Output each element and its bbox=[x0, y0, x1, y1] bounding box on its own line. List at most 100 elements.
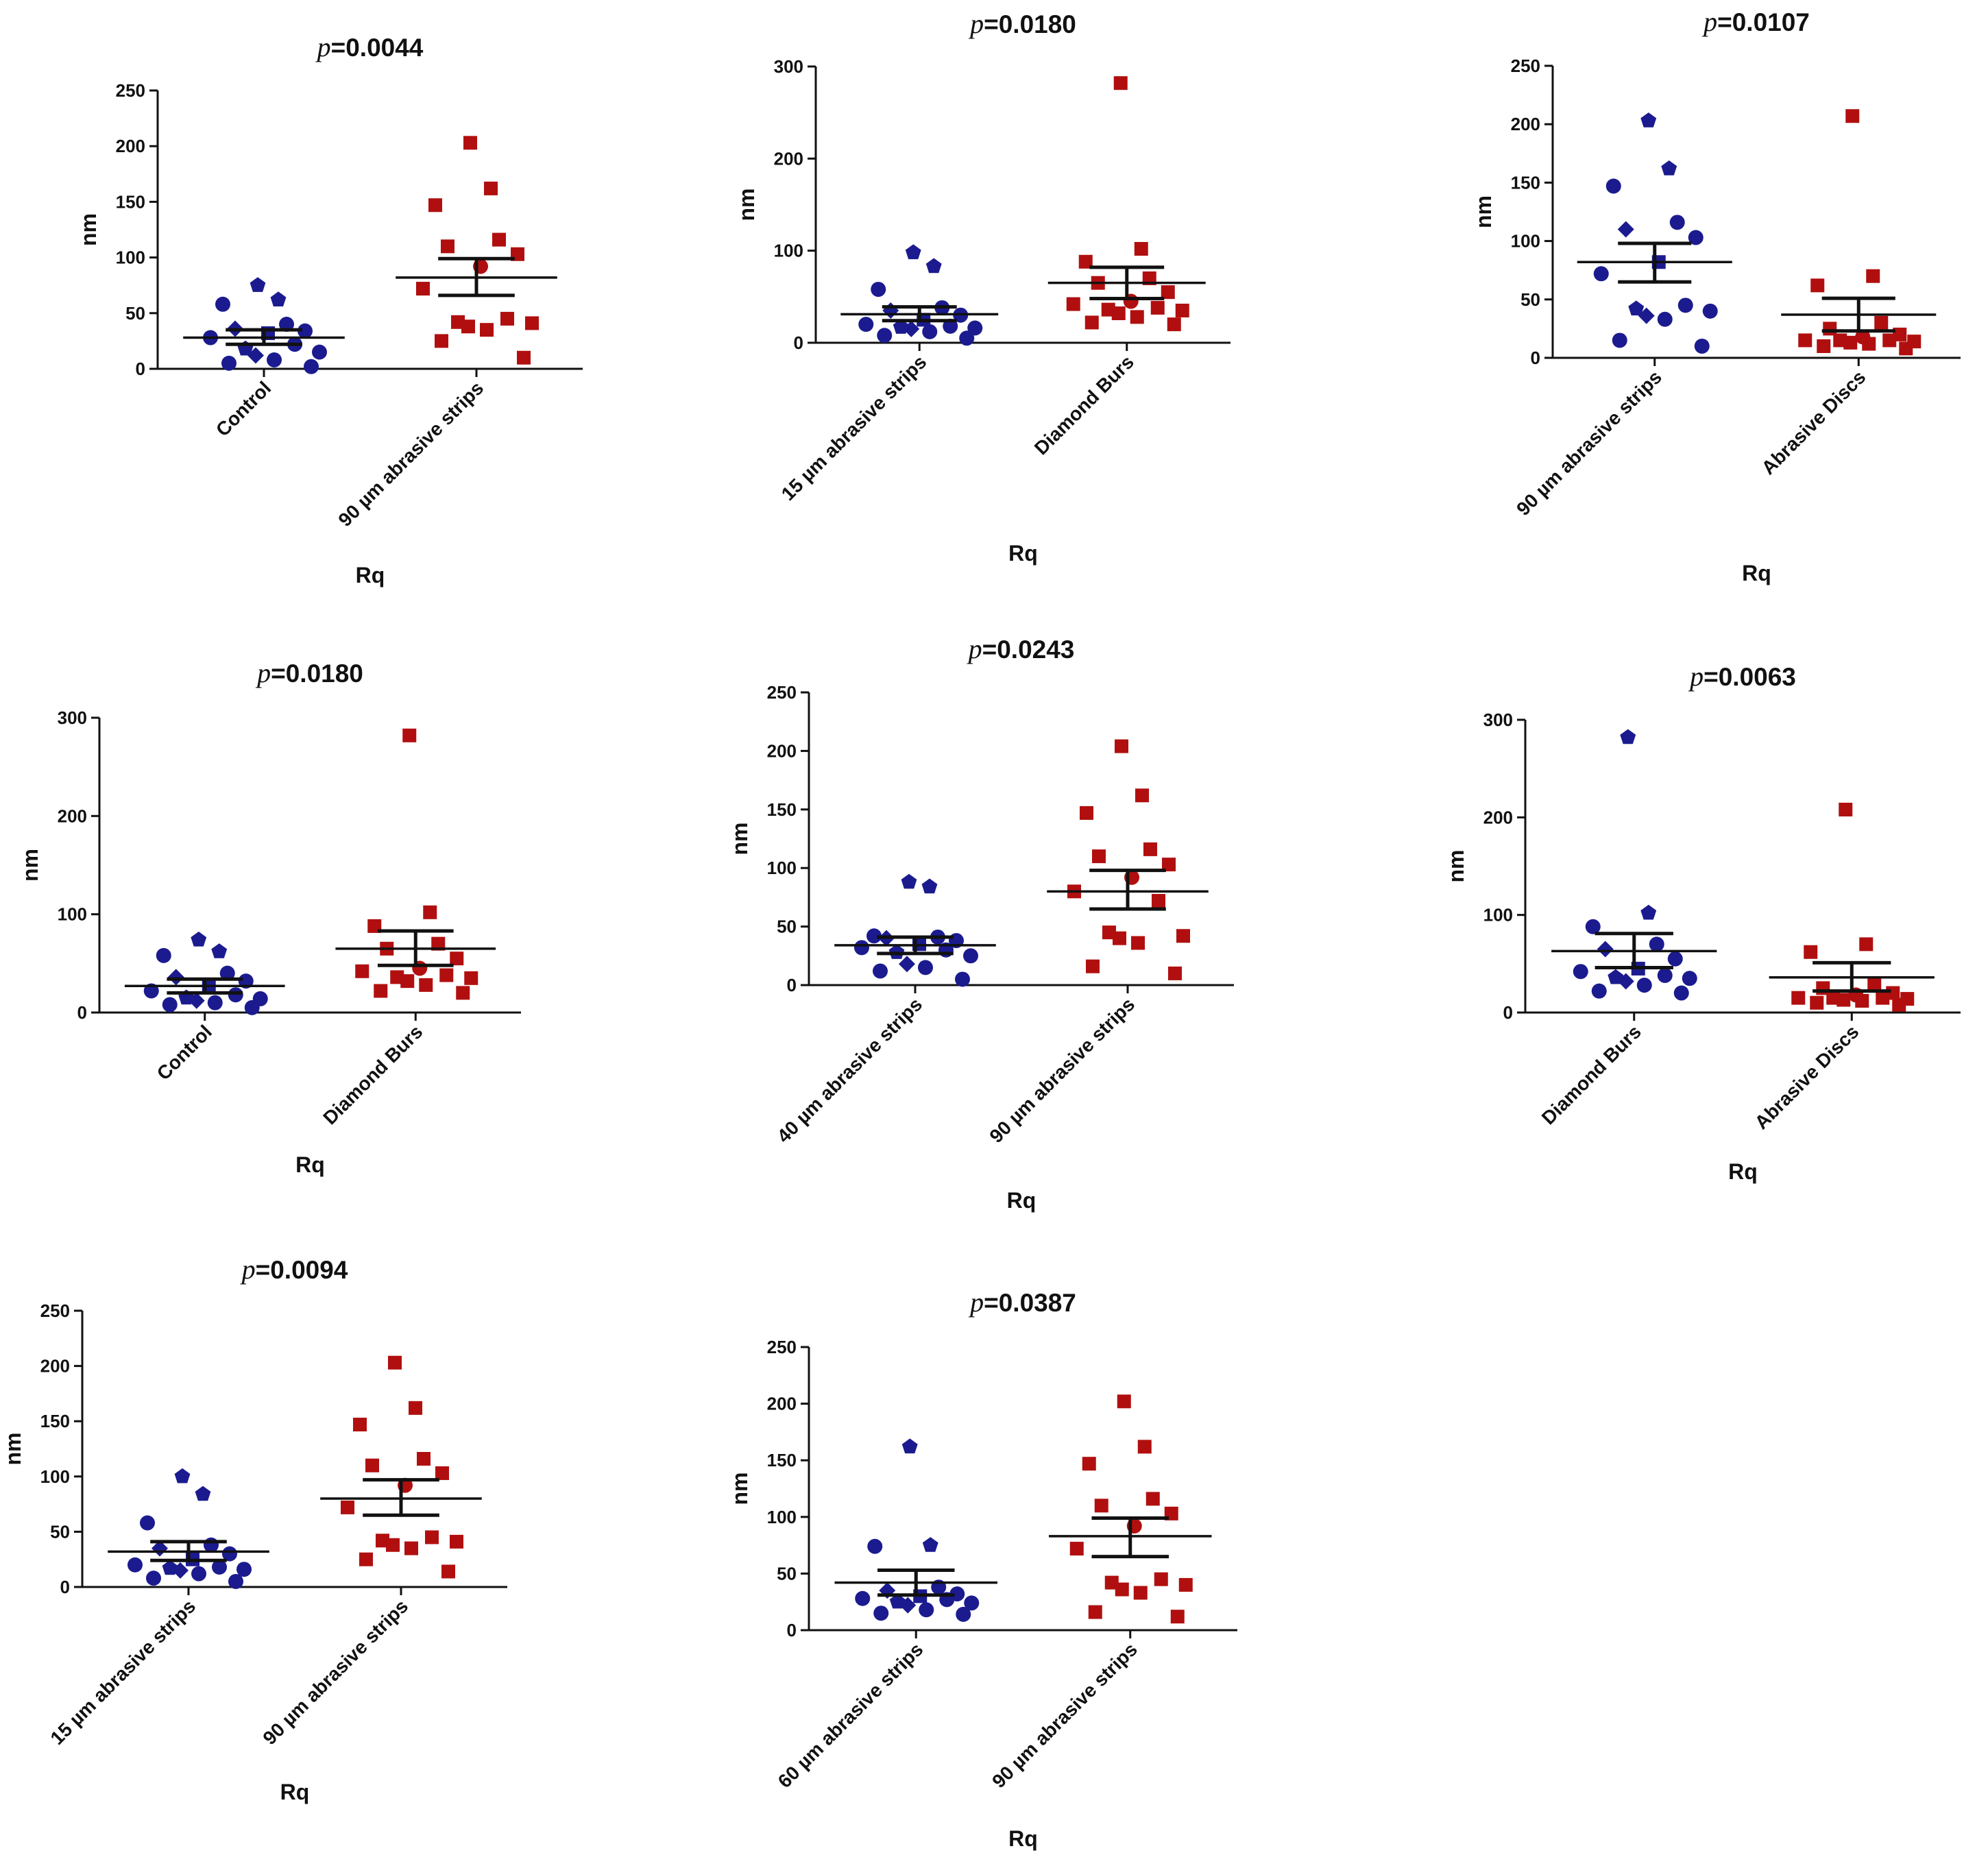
x-axis-title: Rq bbox=[295, 1152, 325, 1177]
data-point bbox=[1161, 285, 1175, 300]
data-point bbox=[1638, 307, 1655, 324]
data-point bbox=[441, 1564, 455, 1579]
data-point bbox=[439, 968, 454, 982]
data-point bbox=[1810, 995, 1824, 1010]
y-tick-label: 250 bbox=[40, 1300, 70, 1321]
data-point bbox=[215, 296, 230, 312]
x-axis-title: Rq bbox=[1007, 1188, 1037, 1213]
y-tick-label: 200 bbox=[774, 148, 803, 169]
data-point bbox=[167, 969, 184, 986]
chart-title: p=0.0107 bbox=[1701, 6, 1810, 37]
chart-title-p: p bbox=[968, 1287, 984, 1318]
data-point bbox=[925, 258, 942, 274]
data-point bbox=[128, 1557, 143, 1573]
data-point bbox=[1899, 341, 1913, 356]
y-tick-label: 0 bbox=[787, 975, 797, 995]
data-point bbox=[905, 244, 921, 260]
data-point bbox=[1673, 985, 1689, 1001]
y-tick-label: 150 bbox=[767, 799, 797, 820]
category-label: Abrasive Discs bbox=[1751, 1021, 1863, 1133]
data-point bbox=[1837, 993, 1851, 1007]
data-point bbox=[1791, 991, 1806, 1005]
data-point bbox=[1131, 936, 1145, 950]
y-tick-label: 100 bbox=[58, 904, 87, 925]
y-tick-label: 250 bbox=[1511, 56, 1540, 76]
data-point bbox=[464, 971, 478, 985]
data-point bbox=[463, 136, 477, 150]
chart-panel-2: p=0.0180 0 100 200 300 nm 15 µm abrasive strip… bbox=[734, 8, 1231, 566]
y-tick-label: 0 bbox=[787, 1620, 797, 1640]
data-point bbox=[1111, 306, 1126, 321]
data-point bbox=[450, 952, 464, 966]
data-point bbox=[1113, 76, 1128, 90]
chart-panel-6: p=0.0063 0 100 200 300 nm Diamond Burs Abrasive… bbox=[1444, 661, 1961, 1184]
data-point bbox=[1694, 338, 1710, 354]
x-axis-title: Rq bbox=[1008, 1826, 1038, 1851]
category-label: 90 µm abrasive strips bbox=[986, 993, 1139, 1147]
y-tick-label: 200 bbox=[767, 740, 797, 761]
data-point bbox=[1152, 894, 1165, 908]
data-point bbox=[400, 974, 415, 989]
data-point bbox=[1591, 983, 1607, 999]
chart-title-value: =0.0387 bbox=[984, 1289, 1076, 1317]
data-point bbox=[312, 344, 327, 360]
y-tick-label: 250 bbox=[767, 682, 797, 703]
data-point bbox=[1094, 1499, 1108, 1513]
data-point bbox=[1661, 160, 1677, 175]
data-point bbox=[425, 1530, 439, 1544]
category-label: Control bbox=[153, 1021, 216, 1084]
y-axis-title: nm bbox=[18, 849, 43, 882]
x-axis-title: Rq bbox=[356, 563, 385, 587]
data-point bbox=[228, 987, 243, 1003]
data-point bbox=[441, 239, 454, 254]
category-label: 90 µm abrasive strips bbox=[335, 377, 488, 531]
y-tick-label: 100 bbox=[767, 1507, 797, 1527]
data-point bbox=[211, 943, 228, 958]
category-label: Abrasive Discs bbox=[1758, 366, 1870, 478]
data-point bbox=[228, 1573, 243, 1589]
chart-title: p=0.0180 bbox=[968, 8, 1076, 39]
data-point bbox=[1585, 919, 1601, 934]
category-label: 90 µm abrasive strips bbox=[259, 1595, 413, 1749]
data-point bbox=[416, 282, 430, 296]
data-point bbox=[174, 1468, 191, 1483]
data-point bbox=[1667, 951, 1683, 967]
data-point bbox=[1117, 1394, 1131, 1409]
y-tick-label: 200 bbox=[40, 1356, 70, 1377]
data-point bbox=[204, 1537, 219, 1553]
y-tick-label: 100 bbox=[767, 858, 797, 878]
chart-title-p: p bbox=[1701, 6, 1717, 37]
y-axis-title: nm bbox=[734, 189, 759, 221]
data-point bbox=[882, 302, 899, 319]
data-point bbox=[195, 1486, 211, 1501]
data-point bbox=[279, 317, 294, 332]
y-tick-label: 100 bbox=[116, 247, 145, 268]
y-tick-label: 50 bbox=[777, 1563, 797, 1584]
chart-title-p: p bbox=[968, 8, 984, 39]
data-point bbox=[409, 1401, 422, 1415]
y-tick-label: 200 bbox=[767, 1394, 797, 1414]
data-point bbox=[480, 323, 494, 337]
chart-title: p=0.0387 bbox=[968, 1287, 1076, 1318]
data-point bbox=[1168, 966, 1182, 980]
data-point bbox=[1843, 335, 1858, 350]
data-point bbox=[353, 1418, 367, 1432]
chart-title-p: p bbox=[255, 657, 271, 688]
data-point bbox=[1066, 297, 1080, 311]
chart-title: p=0.0094 bbox=[240, 1254, 348, 1285]
y-axis-title: nm bbox=[1444, 850, 1468, 883]
y-tick-label: 150 bbox=[40, 1411, 70, 1431]
data-point bbox=[854, 940, 869, 956]
data-point bbox=[1130, 310, 1144, 324]
chart-title-p: p bbox=[315, 32, 331, 62]
data-point bbox=[1640, 112, 1657, 128]
y-tick-label: 100 bbox=[40, 1466, 70, 1487]
data-point bbox=[922, 324, 938, 339]
data-point bbox=[146, 1571, 161, 1586]
data-point bbox=[1617, 221, 1634, 238]
data-point bbox=[1133, 1586, 1148, 1600]
data-point bbox=[212, 1559, 227, 1575]
data-point bbox=[1145, 1492, 1160, 1506]
y-tick-label: 50 bbox=[125, 303, 145, 324]
data-point bbox=[1839, 802, 1853, 816]
